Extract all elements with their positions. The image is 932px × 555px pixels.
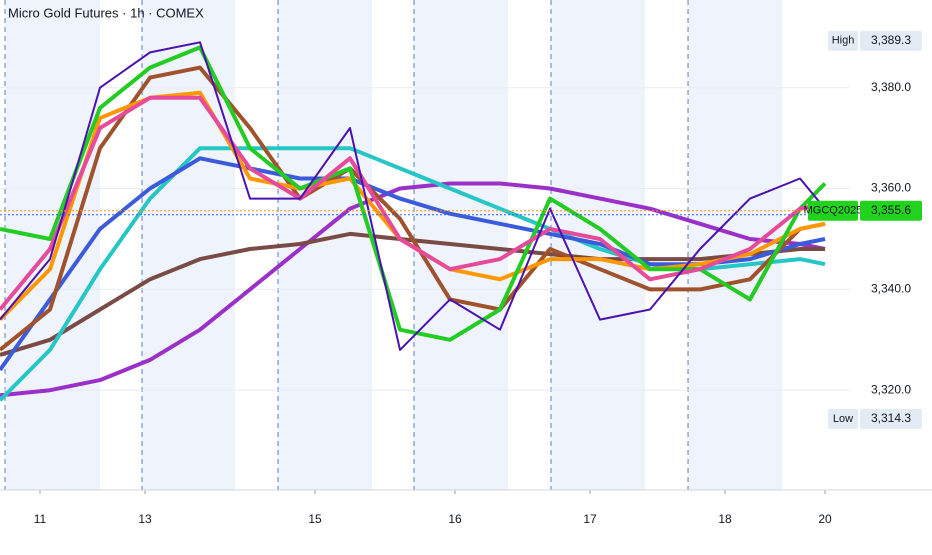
price-label-box: [860, 30, 922, 51]
price-label-value: 3,355.6: [871, 203, 911, 217]
x-tick-label: 15: [308, 512, 322, 526]
x-tick-label: 16: [448, 512, 462, 526]
price-label-name: MGCQ2025: [804, 205, 863, 217]
price-label-name: Low: [833, 413, 853, 425]
x-tick-label: 17: [583, 512, 597, 526]
axes: 3,320.0 3,340.0 3,360.0 3,380.0 11 13 15 16 17 18…: [0, 30, 932, 526]
series-line: [0, 41, 826, 351]
series-line: [0, 231, 825, 357]
price-label-box: [828, 408, 858, 429]
price-label-box: [860, 200, 922, 221]
series-line: [0, 95, 826, 311]
x-tick-label: 20: [818, 512, 832, 526]
price-label-box: [828, 30, 858, 51]
price-label-name: High: [832, 35, 855, 47]
price-label-box: [808, 200, 858, 221]
y-tick-label: 3,380.0: [871, 80, 911, 94]
price-label-box: [860, 408, 922, 429]
session-band: [142, 0, 235, 490]
chart-title: Micro Gold Futures · 1h · COMEX: [8, 5, 204, 20]
x-tick-label: 13: [138, 512, 152, 526]
price-label-value: 3,389.3: [871, 33, 911, 47]
series-line: [0, 181, 826, 398]
x-tick-label: 11: [34, 512, 47, 526]
price-label-value: 3,314.3: [871, 411, 911, 425]
y-tick-label: 3,320.0: [871, 382, 911, 396]
y-tick-label: 3,360.0: [871, 181, 911, 195]
y-tick-label: 3,340.0: [871, 282, 911, 296]
series-line: [0, 65, 826, 352]
series-line: [0, 45, 827, 342]
x-tick-label: 18: [718, 512, 732, 526]
